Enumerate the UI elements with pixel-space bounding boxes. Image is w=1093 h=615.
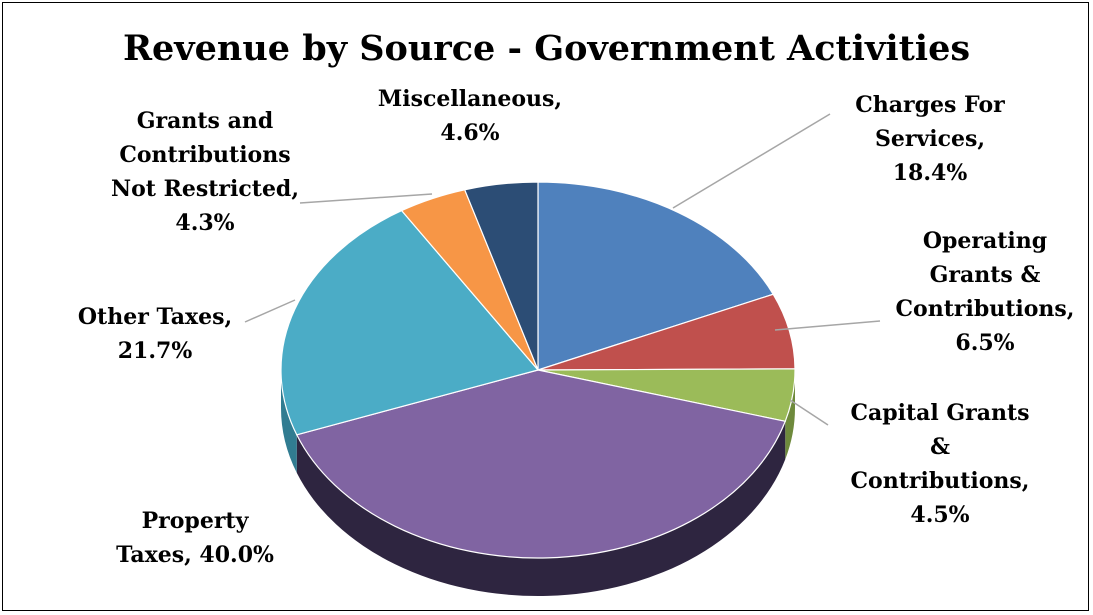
slice-label-line: Taxes, 40.0% xyxy=(116,542,274,568)
slice-label-4: Other Taxes, 21.7% xyxy=(78,304,232,364)
slice-label-line: Charges For xyxy=(855,92,1005,118)
chart-title: Revenue by Source - Government Activitie… xyxy=(122,28,971,69)
slice-label-line: Grants and xyxy=(137,108,273,134)
slice-label-2: Capital Grants & Contributions, 4.5% xyxy=(850,400,1029,528)
slice-label-line: Contributions xyxy=(119,142,290,168)
leader-line-5 xyxy=(299,193,433,204)
slice-label-line: & xyxy=(930,434,950,460)
slice-label-line: Contributions, xyxy=(896,296,1075,322)
pie-side-2 xyxy=(785,370,795,460)
leader-line-2 xyxy=(789,399,829,426)
slice-label-line: 4.3% xyxy=(175,210,234,236)
leader-line-0 xyxy=(672,113,831,209)
pie-side-4 xyxy=(281,370,297,473)
slice-label-line: 6.5% xyxy=(955,330,1014,356)
slice-label-line: Capital Grants xyxy=(850,400,1029,426)
slice-label-line: Not Restricted, xyxy=(111,176,299,202)
leader-line-1 xyxy=(774,320,881,331)
slice-label-line: 4.5% xyxy=(910,502,969,528)
slice-label-3: Property Taxes, 40.0% xyxy=(116,508,274,568)
slice-label-line: Other Taxes, xyxy=(78,304,232,330)
slice-label-line: Operating xyxy=(923,228,1047,254)
pie-slice-0 xyxy=(537,181,775,371)
slice-label-line: 18.4% xyxy=(893,160,968,186)
pie-slice-6 xyxy=(463,181,539,371)
slice-label-line: Miscellaneous, xyxy=(378,86,562,112)
slice-label-line: Property xyxy=(142,508,250,534)
pie-side-3 xyxy=(296,421,786,597)
slice-label-line: 4.6% xyxy=(440,120,499,146)
slice-label-1: Operating Grants & Contributions, 6.5% xyxy=(896,228,1075,356)
slice-label-line: 21.7% xyxy=(118,338,193,364)
pie-slice-4 xyxy=(280,209,540,436)
pie-slice-3 xyxy=(295,369,787,559)
slice-label-line: Services, xyxy=(875,126,985,152)
slice-label-5: Grants and Contributions Not Restricted, 4.… xyxy=(111,108,299,236)
slice-label-6: Miscellaneous, 4.6% xyxy=(378,86,562,146)
slice-label-0: Charges For Services, 18.4% xyxy=(855,92,1005,186)
slice-label-line: Contributions, xyxy=(851,468,1030,494)
leader-line-4 xyxy=(244,299,296,323)
slice-label-line: Grants & xyxy=(930,262,1041,288)
